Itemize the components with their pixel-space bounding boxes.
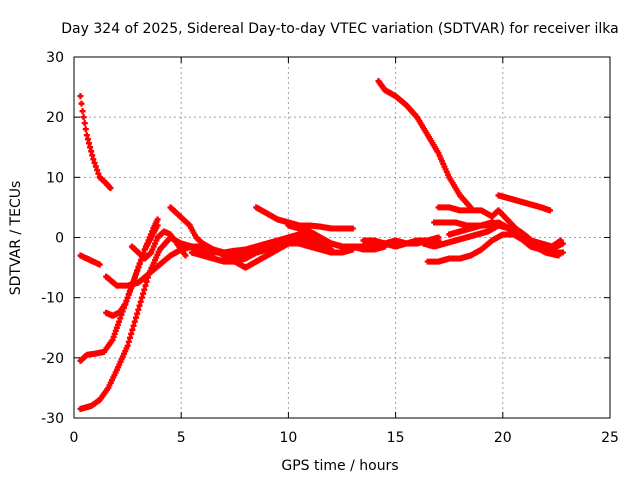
marker-trail — [77, 93, 114, 192]
series-arc19 — [446, 219, 566, 250]
series-arc14 — [375, 78, 474, 211]
marker-trail — [77, 231, 313, 412]
axis-ticks: 0 5 10 15 20 25 -30 -20 -10 0 10 20 30 — [41, 50, 619, 446]
y-tick-label: 10 — [46, 170, 64, 186]
series-arc13 — [360, 237, 442, 250]
y-tick-label: -30 — [41, 411, 64, 427]
series-arc2 — [77, 231, 313, 412]
x-tick-label: 0 — [70, 430, 79, 446]
data-points — [77, 78, 566, 412]
series-arc20 — [495, 192, 553, 214]
x-tick-label: 5 — [177, 430, 186, 446]
marker-trail — [360, 237, 442, 250]
y-tick-label: 30 — [46, 50, 64, 66]
y-tick-label: -10 — [41, 291, 64, 307]
chart-title: Day 324 of 2025, Sidereal Day-to-day VTE… — [61, 21, 618, 37]
marker-trail — [77, 252, 103, 268]
marker-trail — [495, 192, 553, 214]
marker-trail — [128, 228, 189, 262]
y-tick-label: 20 — [46, 110, 64, 126]
series-arc4 — [77, 252, 103, 268]
series-arc7 — [128, 228, 189, 262]
x-tick-label: 15 — [387, 430, 405, 446]
marker-trail — [446, 219, 566, 250]
x-axis-label: GPS time / hours — [281, 458, 398, 474]
y-tick-label: 0 — [55, 231, 64, 247]
series-arc6 — [103, 222, 161, 319]
x-tick-label: 20 — [494, 430, 512, 446]
x-tick-label: 10 — [279, 430, 297, 446]
series-arc1 — [77, 93, 114, 192]
y-axis-label: SDTVAR / TECUs — [8, 181, 24, 296]
x-tick-label: 25 — [601, 430, 619, 446]
marker-trail — [221, 240, 356, 271]
marker-trail — [103, 222, 161, 319]
marker-trail — [375, 78, 474, 211]
y-tick-label: -20 — [41, 351, 64, 367]
series-arc10 — [221, 240, 356, 271]
